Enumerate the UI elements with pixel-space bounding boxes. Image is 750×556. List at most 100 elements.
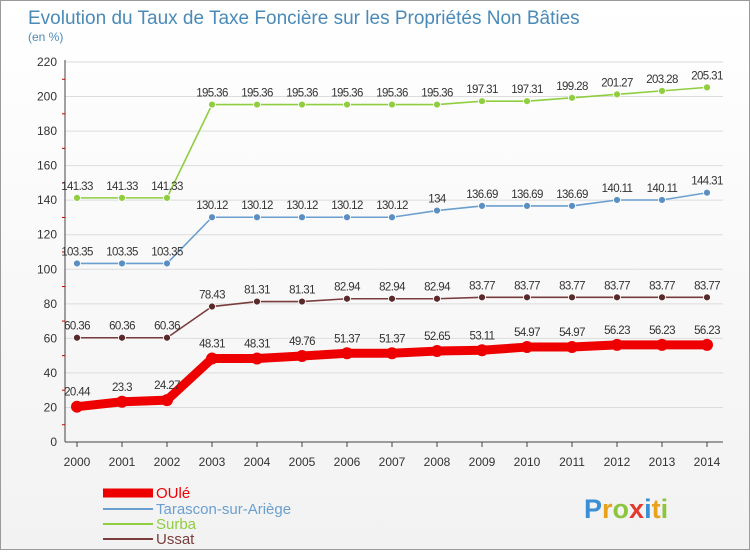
- series-oul-: [71, 338, 713, 413]
- y-tick-label: 220: [37, 55, 57, 69]
- y-tick-label: 180: [37, 124, 57, 138]
- x-tick-label: 2004: [244, 455, 271, 469]
- data-labels: 141.33 141.33 141.33 195.36 195.36 195.36 195.…: [61, 70, 723, 398]
- data-point: [118, 333, 126, 342]
- data-label: 82.94: [334, 282, 361, 294]
- data-point: [73, 193, 81, 202]
- data-label: 130.12: [286, 200, 318, 212]
- data-label: 20.44: [64, 387, 91, 399]
- data-label: 197.31: [466, 84, 498, 96]
- legend-item: Ussat: [103, 531, 195, 548]
- y-tick-label: 0: [50, 435, 57, 449]
- legend-label: OUlé: [156, 485, 190, 502]
- axes: 0 20 40 60 80 100 120 140 160 180 200 220 2000 2001 20…: [37, 55, 723, 469]
- data-label: 136.69: [556, 189, 588, 201]
- x-tick-label: 2009: [469, 455, 496, 469]
- series-lines: [71, 83, 713, 413]
- data-point: [703, 188, 711, 197]
- data-point: [523, 293, 531, 302]
- data-label: 83.77: [604, 280, 630, 292]
- data-label: 60.36: [64, 321, 90, 333]
- data-label: 24.27: [154, 380, 180, 392]
- data-label: 130.12: [376, 200, 408, 212]
- data-point: [613, 293, 621, 302]
- series-ussat: [73, 293, 711, 342]
- data-point: [343, 294, 351, 303]
- data-label: 49.76: [289, 336, 315, 348]
- data-point: [388, 213, 396, 222]
- logo-letter: x: [629, 494, 644, 524]
- chart-title: Evolution du Taux de Taxe Foncière sur l…: [28, 8, 580, 29]
- logo-letter: i: [661, 494, 669, 524]
- data-point: [523, 97, 531, 106]
- data-point: [118, 193, 126, 202]
- data-label: 141.33: [61, 181, 93, 193]
- x-tick-label: 2012: [604, 455, 631, 469]
- data-label: 103.35: [106, 246, 138, 258]
- data-point: [431, 345, 443, 358]
- data-label: 195.36: [421, 88, 453, 100]
- data-point: [613, 196, 621, 204]
- data-label: 141.33: [151, 181, 183, 193]
- data-label: 56.23: [694, 325, 720, 337]
- data-label: 51.37: [379, 333, 405, 345]
- data-point: [251, 352, 263, 365]
- data-point: [703, 293, 711, 302]
- data-point: [433, 100, 441, 109]
- data-label: 144.31: [691, 176, 723, 188]
- data-label: 48.31: [199, 339, 225, 351]
- data-point: [208, 100, 216, 109]
- data-label: 54.97: [559, 327, 585, 339]
- x-tick-label: 2010: [514, 455, 541, 469]
- data-label: 197.31: [511, 84, 543, 96]
- x-tick-label: 2005: [289, 455, 316, 469]
- y-tick-label: 60: [44, 331, 58, 345]
- data-label: 54.97: [514, 327, 540, 339]
- data-point: [118, 259, 126, 268]
- logo-letter: r: [602, 494, 613, 524]
- data-point: [568, 293, 576, 302]
- data-label: 103.35: [151, 246, 183, 258]
- legend-item: OUlé: [103, 485, 190, 502]
- data-label: 136.69: [511, 189, 543, 201]
- data-point: [611, 338, 623, 351]
- legend-label: Tarascon-sur-Ariège: [156, 501, 291, 518]
- y-tick-label: 200: [37, 90, 57, 104]
- data-point: [161, 394, 173, 407]
- data-label: 81.31: [244, 285, 270, 297]
- data-point: [253, 213, 261, 222]
- data-point: [701, 338, 713, 351]
- data-point: [703, 83, 711, 92]
- y-tick-label: 160: [37, 159, 57, 173]
- data-label: 205.31: [691, 70, 723, 82]
- y-tick-label: 140: [37, 193, 57, 207]
- legend-label: Surba: [156, 516, 197, 533]
- data-point: [388, 294, 396, 303]
- data-point: [568, 201, 576, 210]
- data-label: 140.11: [602, 183, 633, 195]
- data-label: 83.77: [469, 280, 495, 292]
- data-point: [253, 100, 261, 109]
- data-point: [73, 259, 81, 268]
- data-point: [566, 341, 578, 354]
- data-label: 195.36: [376, 88, 408, 100]
- data-point: [386, 347, 398, 360]
- data-label: 53.11: [470, 330, 495, 342]
- data-point: [568, 93, 576, 102]
- data-label: 81.31: [289, 285, 315, 297]
- x-tick-label: 2000: [64, 455, 91, 469]
- data-label: 136.69: [466, 189, 498, 201]
- data-point: [296, 350, 308, 363]
- data-point: [71, 400, 83, 413]
- x-tick-label: 2011: [559, 455, 585, 469]
- data-label: 103.35: [61, 246, 93, 258]
- x-tick-label: 2001: [109, 455, 136, 469]
- data-label: 23.3: [112, 382, 132, 394]
- data-label: 48.31: [244, 339, 270, 351]
- series-surba: [73, 83, 711, 202]
- logo-letter: t: [652, 494, 661, 524]
- data-label: 201.27: [601, 77, 633, 89]
